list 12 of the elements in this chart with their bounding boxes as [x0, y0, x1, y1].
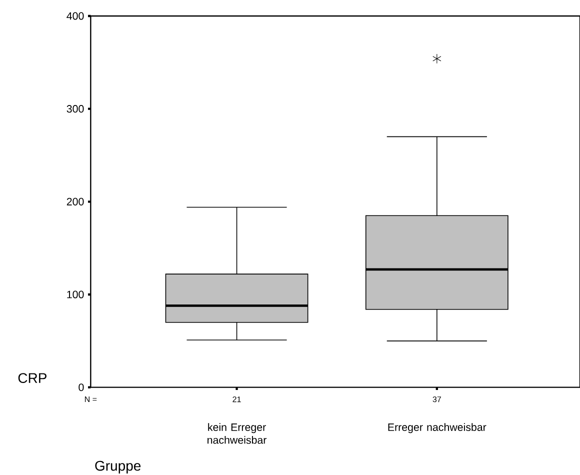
y-tick-label: 400: [66, 12, 84, 20]
x-axis-title: Gruppe: [95, 460, 141, 474]
annotation: 37: [432, 396, 441, 402]
y-tick-label: 200: [66, 198, 84, 206]
y-tick-label: 0: [78, 384, 84, 392]
annotation: 21: [232, 396, 241, 402]
x-tick-label: kein Erreger nachweisbar: [208, 423, 267, 444]
y-axis-title: CRP: [18, 373, 46, 384]
text: N =: [84, 396, 97, 402]
y-tick-label: 300: [66, 105, 84, 113]
x-tick-label: Erreger nachweisbar: [388, 423, 486, 434]
y-tick-label: 100: [67, 290, 84, 298]
